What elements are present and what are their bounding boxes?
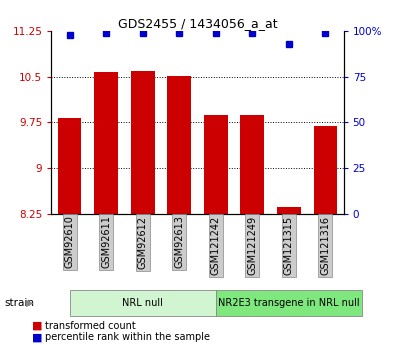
Bar	[58, 118, 81, 214]
Text: NRL null: NRL null	[122, 298, 163, 308]
Text: GSM121315: GSM121315	[284, 216, 294, 275]
Text: GSM92613: GSM92613	[174, 216, 184, 268]
Title: GDS2455 / 1434056_a_at: GDS2455 / 1434056_a_at	[118, 17, 277, 30]
Bar	[94, 72, 118, 214]
Text: ▶: ▶	[26, 298, 33, 308]
Text: percentile rank within the sample: percentile rank within the sample	[45, 333, 211, 342]
Bar	[131, 71, 154, 214]
Bar	[241, 115, 264, 214]
Bar	[277, 207, 301, 214]
Text: ■: ■	[32, 321, 42, 331]
Text: strain: strain	[4, 298, 34, 308]
Text: GSM92612: GSM92612	[138, 216, 148, 269]
Text: GSM92610: GSM92610	[65, 216, 75, 268]
Text: transformed count: transformed count	[45, 321, 136, 331]
Text: GSM92611: GSM92611	[101, 216, 111, 268]
Text: GSM121316: GSM121316	[320, 216, 330, 275]
Text: ■: ■	[32, 333, 42, 342]
Text: GSM121242: GSM121242	[211, 216, 221, 275]
Bar	[314, 126, 337, 214]
Bar	[167, 76, 191, 214]
Text: NR2E3 transgene in NRL null: NR2E3 transgene in NRL null	[218, 298, 360, 308]
Bar	[204, 115, 228, 214]
Text: GSM121249: GSM121249	[247, 216, 257, 275]
